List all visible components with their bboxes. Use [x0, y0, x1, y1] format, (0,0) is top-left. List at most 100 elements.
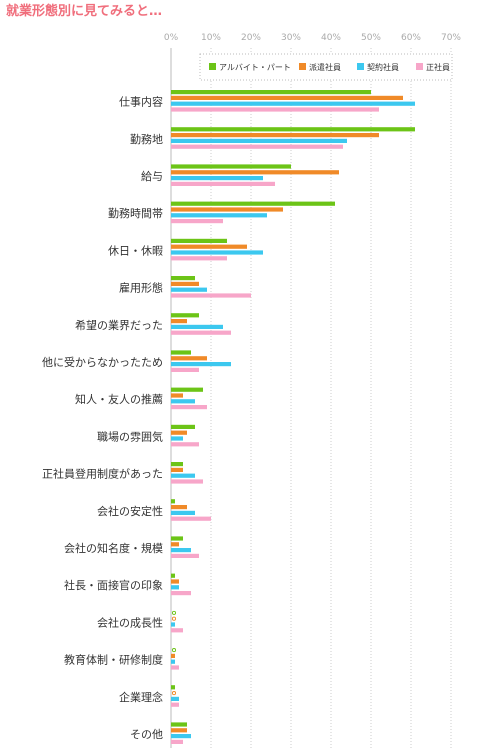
bar: [171, 653, 175, 658]
category-label: 会社の安定性: [97, 504, 163, 518]
bar: [171, 436, 183, 441]
bar: [171, 281, 199, 286]
bar: [171, 324, 223, 329]
x-tick-label: 50%: [361, 33, 381, 43]
legend-label: 契約社員: [367, 62, 399, 72]
category-label: 給与: [141, 169, 163, 183]
bar: [171, 213, 267, 218]
category-label: 教育体制・研修制度: [64, 653, 163, 667]
legend-swatch: [416, 63, 423, 70]
bar: [171, 250, 263, 255]
bar: [171, 256, 227, 261]
bar: [171, 238, 227, 243]
bar: [171, 207, 283, 212]
data-marker-small: [171, 616, 177, 621]
category-label: 職場の雰囲気: [97, 429, 163, 443]
bar: [171, 553, 199, 558]
bar: [171, 244, 247, 249]
bar: [171, 499, 175, 504]
bar: [171, 399, 195, 404]
bar: [171, 462, 183, 467]
category-label: 希望の業界だった: [75, 318, 163, 332]
category-label: 休日・休暇: [108, 244, 163, 257]
bar: [171, 367, 199, 372]
x-tick-label: 30%: [281, 33, 301, 43]
category-label: 雇用形態: [119, 281, 163, 295]
bar: [171, 101, 415, 106]
bar: [171, 585, 179, 590]
category-label: 勤務地: [130, 132, 163, 146]
legend-swatch: [299, 63, 306, 70]
bar: [171, 442, 199, 447]
bar: [171, 287, 207, 292]
bar: [171, 722, 187, 727]
bar: [171, 542, 179, 547]
bar: [171, 510, 195, 515]
category-label: 会社の知名度・規模: [64, 541, 163, 555]
legend-swatch: [357, 63, 364, 70]
bar: [171, 739, 183, 744]
bar: [171, 276, 195, 281]
bar: [171, 665, 179, 670]
legend-swatch: [209, 63, 216, 70]
x-tick-label: 10%: [201, 33, 221, 43]
bar: [171, 170, 339, 175]
bar: [171, 176, 263, 181]
bar: [171, 95, 403, 100]
bar: [171, 127, 415, 132]
bar: [171, 622, 175, 627]
bar: [171, 659, 175, 664]
bar: [171, 628, 183, 633]
category-label: 勤務時間帯: [108, 206, 163, 220]
chart-title: 就業形態別に見てみると…: [6, 4, 163, 19]
category-label: 仕事内容: [119, 95, 163, 109]
bar: [171, 573, 175, 578]
legend-box: [199, 53, 453, 81]
bar: [171, 362, 231, 367]
bar: [171, 516, 211, 521]
bar: [171, 734, 191, 739]
category-label: 他に受からなかったため: [42, 356, 163, 369]
legend-label: 派遣社員: [309, 62, 341, 72]
bar: [171, 350, 191, 355]
category-label: 社長・面接官の印象: [64, 578, 163, 592]
bar: [171, 356, 207, 361]
bar: [171, 313, 199, 318]
bar: [171, 319, 187, 324]
bar: [171, 330, 231, 335]
data-marker-small: [171, 610, 177, 615]
bar: [171, 387, 203, 392]
category-label: 正社員登用制度があった: [42, 467, 163, 481]
bar: [171, 219, 223, 224]
bar: [171, 164, 291, 169]
data-marker-small: [171, 691, 177, 696]
category-label: 知人・友人の推薦: [75, 392, 163, 406]
category-label: 企業理念: [119, 690, 163, 704]
bar: [171, 430, 187, 435]
bar: [171, 505, 187, 510]
bar: [171, 181, 275, 186]
bar: [171, 579, 179, 584]
bar: [171, 696, 179, 701]
x-tick-label: 70%: [441, 33, 461, 43]
bar: [171, 685, 175, 690]
bar: [171, 90, 371, 95]
bar: [171, 479, 203, 484]
bar: [171, 473, 195, 478]
legend-label: アルバイト・パート: [219, 63, 291, 72]
bar: [171, 293, 251, 298]
x-tick-label: 20%: [241, 33, 261, 43]
bar: [171, 702, 179, 707]
x-tick-label: 60%: [401, 33, 421, 43]
legend-label: 正社員: [426, 62, 450, 72]
bar: [171, 536, 183, 541]
bar: [171, 591, 191, 596]
bar: [171, 144, 343, 149]
data-marker-small: [171, 648, 177, 653]
bar: [171, 467, 183, 472]
bar: [171, 133, 379, 138]
bar: [171, 424, 195, 429]
bar: [171, 728, 187, 733]
